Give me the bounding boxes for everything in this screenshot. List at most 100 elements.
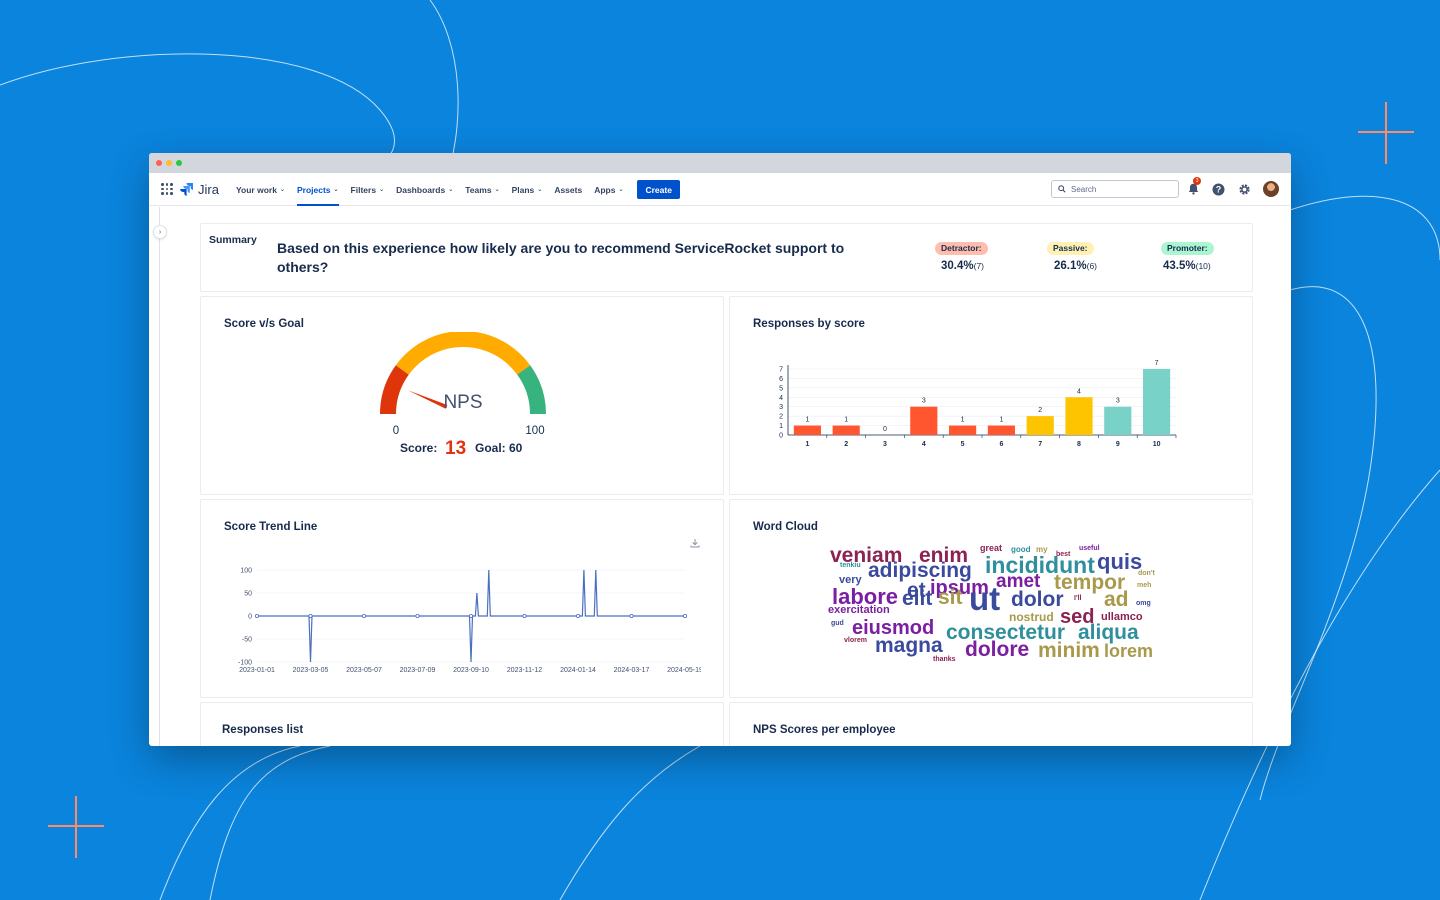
panel-title: NPS Scores per employee bbox=[753, 724, 896, 736]
chevron-right-icon: › bbox=[158, 228, 162, 236]
sidebar-divider bbox=[159, 207, 160, 746]
word-cloud-panel: Word Cloud veniam enim great good my useful be… bbox=[729, 499, 1253, 698]
score-trend-panel: Score Trend Line 100 50 0 -50 -100 2023-01-01… bbox=[200, 499, 724, 698]
search-input[interactable]: Search bbox=[1051, 180, 1179, 198]
x-tick-label: 9 bbox=[1116, 441, 1120, 448]
score-value: 13 bbox=[445, 438, 466, 459]
cloud-word: meh bbox=[1137, 582, 1152, 589]
y-tick-label: 50 bbox=[244, 591, 252, 598]
cloud-word: eiusmod bbox=[852, 617, 935, 639]
bar bbox=[793, 425, 821, 435]
y-tick-label: 3 bbox=[779, 404, 783, 411]
nav-item-assets[interactable]: Assets bbox=[554, 173, 582, 206]
chevron-down-icon: ⌄ bbox=[279, 187, 285, 193]
cloud-word: ullamco bbox=[1101, 611, 1143, 623]
minimize-window-icon[interactable] bbox=[166, 160, 172, 166]
panel-title: Score v/s Goal bbox=[224, 318, 304, 330]
avatar[interactable] bbox=[1263, 181, 1279, 197]
cloud-word: ipsum bbox=[930, 577, 989, 599]
bar-data-label: 1 bbox=[805, 417, 809, 424]
score-vs-goal-panel: Score v/s Goal NPS 0 100 Score: 13 Goal:… bbox=[200, 296, 724, 495]
cloud-word: sed bbox=[1060, 606, 1095, 628]
jira-logo[interactable]: Jira bbox=[180, 181, 219, 197]
svg-text:?: ? bbox=[1215, 184, 1221, 194]
score-label: Score: bbox=[400, 441, 437, 455]
cloud-word: minim bbox=[1038, 639, 1100, 662]
summary-label: Summary bbox=[209, 234, 257, 246]
gauge-min-label: 0 bbox=[393, 425, 399, 437]
nav-item-label: Plans bbox=[511, 184, 535, 195]
nav-menu: Your work ⌄ Projects ⌄ Filters ⌄ Dashboards ⌄ Te… bbox=[236, 173, 680, 206]
word-cloud: veniam enim great good my useful best tenkiu adi… bbox=[828, 544, 1168, 674]
cloud-word: gud bbox=[831, 620, 844, 627]
nav-item-plans[interactable]: Plans ⌄ bbox=[512, 173, 543, 206]
bar-data-label: 7 bbox=[1155, 360, 1159, 367]
gauge-needle bbox=[407, 390, 448, 409]
responses-list-panel: Responses list bbox=[200, 702, 724, 746]
x-tick-label: 2023-05-07 bbox=[346, 667, 382, 674]
bar bbox=[1065, 397, 1093, 435]
promoter-metric: 43.5%(10) bbox=[1163, 260, 1211, 272]
series-point bbox=[468, 614, 473, 619]
y-tick-label: 0 bbox=[248, 614, 252, 621]
settings-button[interactable] bbox=[1236, 181, 1252, 197]
y-tick-label: 0 bbox=[779, 433, 783, 440]
cloud-word: great bbox=[980, 543, 1003, 553]
nav-item-label: Dashboards bbox=[396, 184, 446, 195]
notifications-badge: 3 bbox=[1193, 177, 1201, 185]
nps-gauge: NPS 0 100 Score: 13 Goal: 60 bbox=[380, 332, 546, 459]
cloud-word: aliqua bbox=[1078, 621, 1139, 644]
detractor-badge: Detractor: bbox=[935, 242, 988, 255]
gauge-green-segment bbox=[517, 365, 546, 415]
goal-label: Goal: 60 bbox=[475, 441, 523, 455]
maximize-window-icon[interactable] bbox=[176, 160, 182, 166]
x-tick-label: 1 bbox=[805, 441, 809, 448]
y-tick-label: 1 bbox=[779, 423, 783, 430]
y-tick-label: 5 bbox=[779, 385, 783, 392]
gauge-red-segment bbox=[380, 365, 409, 415]
cloud-word: sit bbox=[938, 586, 963, 609]
bar bbox=[1104, 406, 1132, 435]
search-placeholder: Search bbox=[1071, 184, 1097, 194]
settings-icon bbox=[1238, 183, 1250, 195]
nav-item-projects[interactable]: Projects ⌄ bbox=[296, 173, 339, 206]
nav-item-filters[interactable]: Filters ⌄ bbox=[351, 173, 385, 206]
app-switcher-icon[interactable] bbox=[161, 183, 173, 195]
jira-logo-icon bbox=[180, 183, 193, 196]
help-button[interactable]: ? bbox=[1210, 181, 1226, 197]
series-line bbox=[257, 569, 685, 663]
nav-item-apps[interactable]: Apps ⌄ bbox=[594, 173, 623, 206]
download-icon[interactable] bbox=[690, 538, 700, 548]
cloud-word: ad bbox=[1104, 588, 1129, 611]
x-tick-label: 7 bbox=[1038, 441, 1042, 448]
y-tick-label: 4 bbox=[779, 395, 783, 402]
nav-item-your-work[interactable]: Your work ⌄ bbox=[236, 173, 285, 206]
nav-item-label: Assets bbox=[554, 184, 583, 195]
bar bbox=[1143, 369, 1171, 435]
series-point bbox=[255, 614, 260, 619]
bar-data-label: 1 bbox=[999, 417, 1003, 424]
y-tick-label: -50 bbox=[242, 637, 252, 644]
promoter-count: (10) bbox=[1195, 261, 1211, 271]
nav-item-teams[interactable]: Teams ⌄ bbox=[465, 173, 499, 206]
cloud-word: ut bbox=[969, 580, 1001, 617]
panel-title: Responses list bbox=[222, 724, 304, 736]
nav-item-label: Your work bbox=[236, 184, 277, 195]
nav-item-label: Teams bbox=[465, 184, 492, 195]
cloud-word: vlorem bbox=[844, 637, 867, 644]
close-window-icon[interactable] bbox=[156, 160, 162, 166]
notifications-button[interactable]: 3 bbox=[1185, 177, 1201, 197]
expand-sidebar-button[interactable]: › bbox=[153, 225, 167, 239]
bar bbox=[987, 425, 1015, 435]
create-button[interactable]: Create bbox=[637, 180, 680, 199]
bar-data-label: 1 bbox=[844, 417, 848, 424]
nav-item-dashboards[interactable]: Dashboards ⌄ bbox=[396, 173, 453, 206]
cloud-word: don't bbox=[1138, 570, 1155, 577]
cloud-word: quis bbox=[1097, 549, 1143, 574]
gauge-orange-segment bbox=[395, 332, 531, 375]
bar bbox=[910, 406, 938, 435]
cloud-word: I'll bbox=[1074, 595, 1082, 602]
responses-bar-chart: 0 1 2 3 4 5 6 7 1 1 1 2 0 3 3 4 1 5 1 6 2 7 4 8 3 9 7 10 bbox=[779, 360, 1177, 448]
cloud-word: best bbox=[1056, 551, 1071, 558]
